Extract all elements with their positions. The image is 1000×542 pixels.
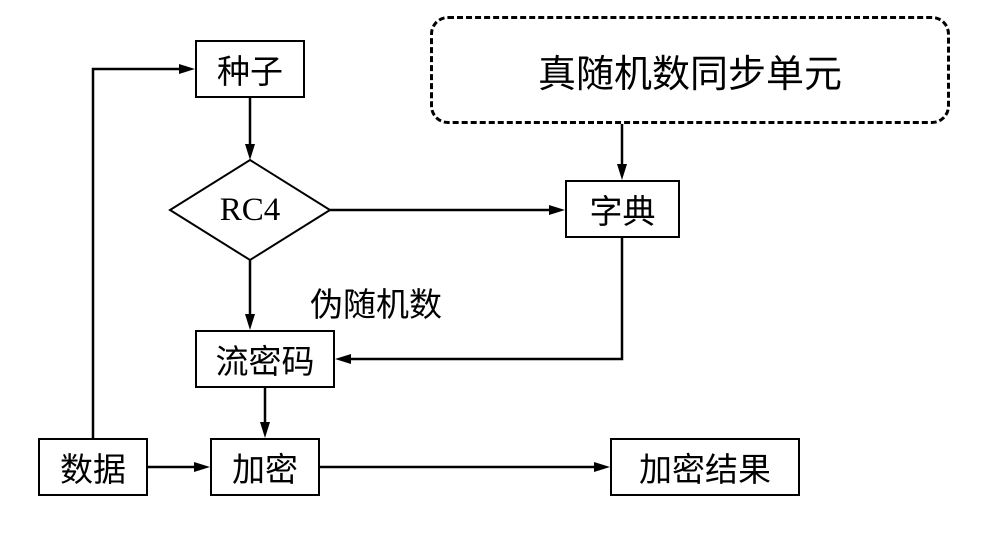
node-data-label: 数据 — [60, 443, 126, 491]
node-trng-unit: 真随机数同步单元 — [430, 16, 950, 124]
arrowhead-trng_unit-dict — [617, 164, 627, 180]
node-dict: 字典 — [565, 180, 680, 238]
node-data: 数据 — [38, 438, 148, 496]
arrowhead-data-seed — [179, 64, 195, 74]
label-pseudo-random: 伪随机数 — [310, 278, 442, 326]
node-encrypt: 加密 — [210, 438, 320, 496]
arrowhead-rc4-stream — [245, 314, 255, 330]
arrowhead-encrypt-result — [594, 462, 610, 472]
node-encrypt-label: 加密 — [232, 443, 298, 491]
node-seed: 种子 — [195, 40, 305, 98]
arrowhead-rc4-dict — [549, 205, 565, 215]
node-dict-label: 字典 — [590, 185, 656, 233]
arrowhead-seed-rc4 — [245, 144, 255, 160]
arrowhead-dict-stream — [335, 354, 351, 364]
flowchart-canvas: 种子 真随机数同步单元 RC4 字典 伪随机数 流密码 数据 加密 加密结果 — [0, 0, 1000, 542]
node-result: 加密结果 — [610, 438, 800, 496]
node-rc4-label: RC4 — [220, 192, 281, 228]
node-seed-label: 种子 — [217, 45, 283, 93]
node-stream-cipher: 流密码 — [195, 330, 335, 388]
node-stream-label: 流密码 — [216, 335, 315, 383]
node-trng-unit-label: 真随机数同步单元 — [538, 43, 842, 98]
node-rc4: RC4 — [170, 160, 330, 260]
arrowhead-stream-encrypt — [260, 422, 270, 438]
node-result-label: 加密结果 — [639, 443, 771, 491]
arrowhead-data-encrypt — [194, 462, 210, 472]
